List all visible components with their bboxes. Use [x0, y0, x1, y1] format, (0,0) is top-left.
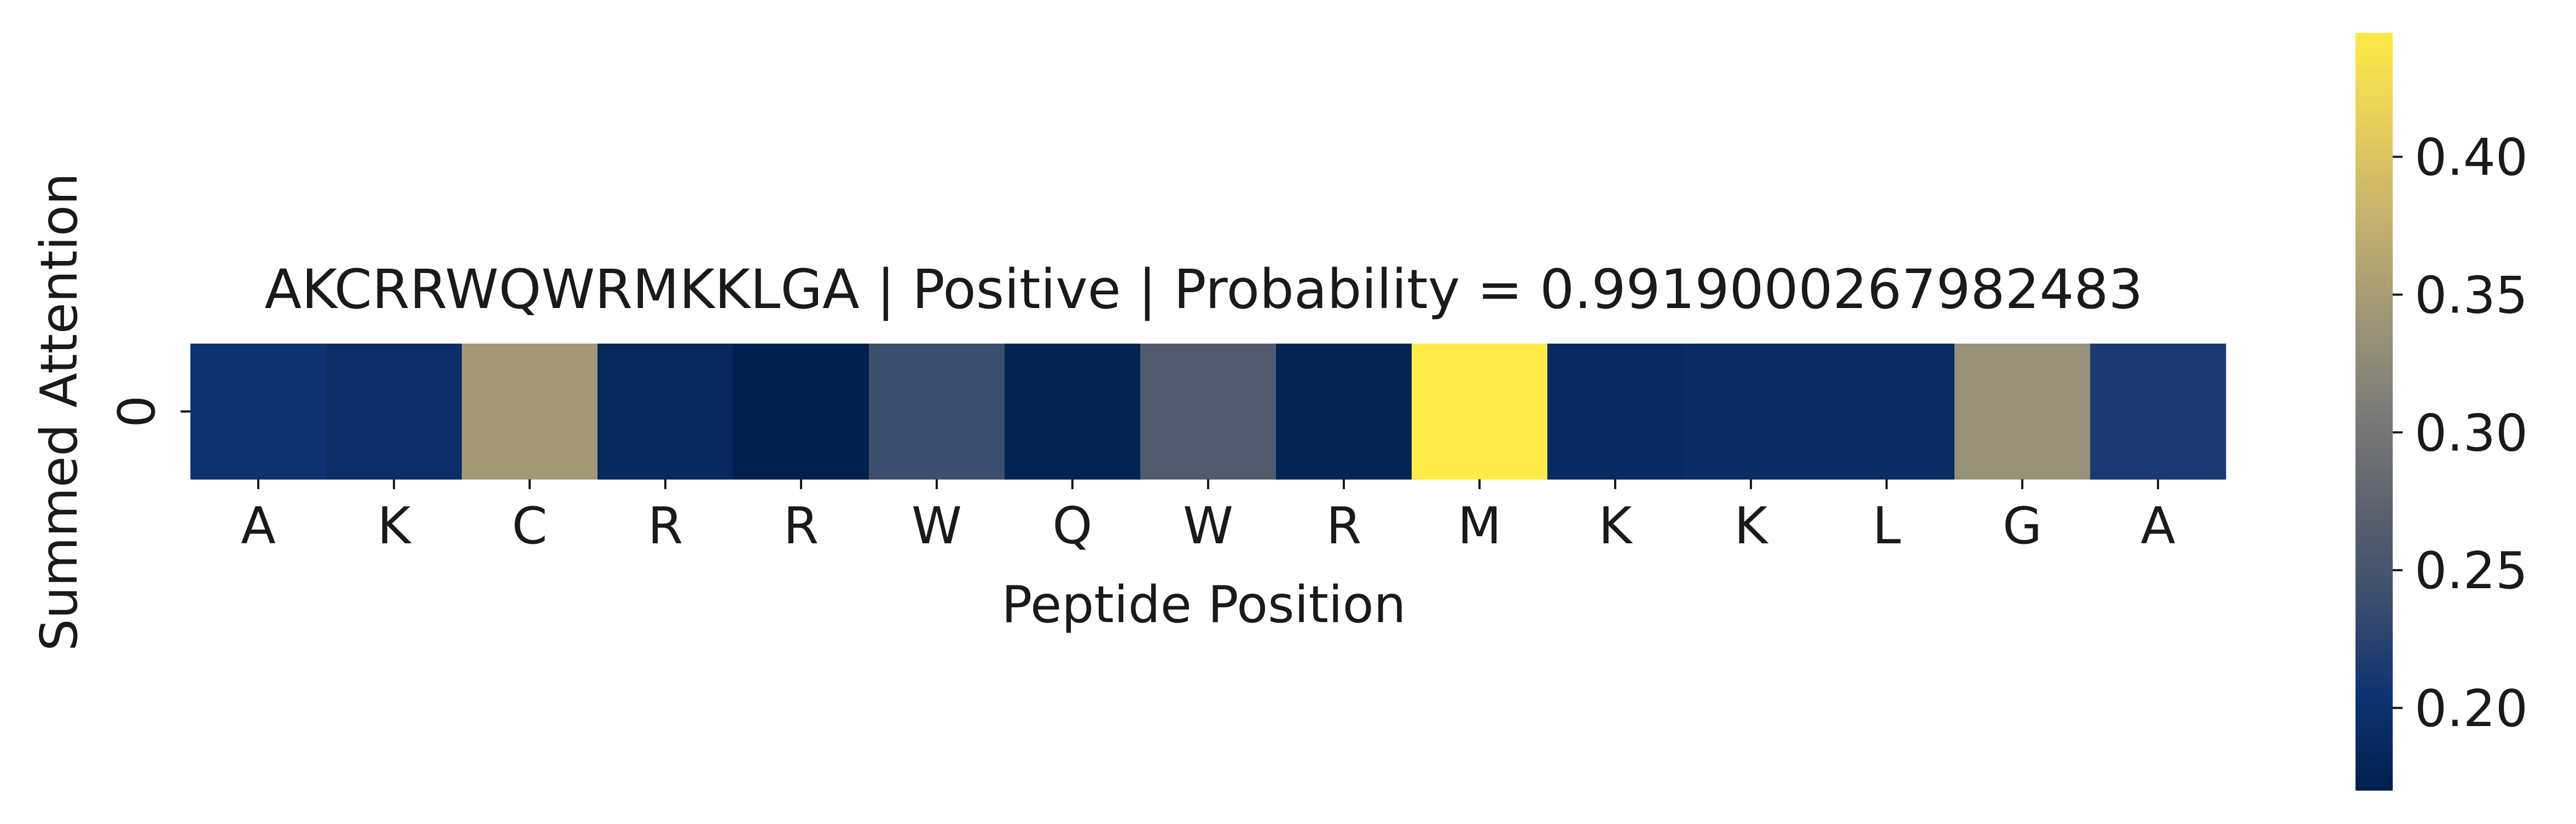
y-axis-ticks: 0: [107, 395, 190, 428]
heatmap-cell: [1683, 344, 1819, 480]
x-tick-label: A: [2140, 496, 2175, 555]
colorbar-tick-label: 0.25: [2415, 541, 2528, 600]
heatmap-cell: [1954, 344, 2091, 480]
x-tick-label: G: [2003, 496, 2042, 555]
heatmap-cell: [1276, 344, 1412, 480]
heatmap-cell: [326, 344, 462, 480]
heatmap-cell: [462, 344, 598, 480]
heatmap-cell: [2090, 344, 2226, 480]
x-tick-label: A: [241, 496, 276, 555]
heatmap-cell: [190, 344, 327, 480]
x-tick-label: K: [378, 496, 412, 555]
x-tick-label: R: [1326, 496, 1362, 555]
x-tick-label: W: [912, 496, 962, 555]
y-tick-label: 0: [107, 395, 166, 427]
colorbar-tick-label: 0.40: [2415, 128, 2528, 187]
chart-title: AKCRRWQWRMKKLGA | Positive | Probability…: [265, 258, 2143, 321]
x-axis-label: Peptide Position: [1001, 575, 1406, 634]
x-tick-label: L: [1872, 496, 1901, 555]
heatmap-cell: [1412, 344, 1548, 480]
heatmap-cell: [869, 344, 1005, 480]
colorbar: [2355, 33, 2393, 791]
colorbar-tick-label: 0.20: [2415, 679, 2528, 738]
colorbar-ticks: 0.20 0.25 0.30 0.35 0.40: [2393, 128, 2528, 738]
heatmap-cell: [733, 344, 869, 480]
x-tick-label: W: [1183, 496, 1233, 555]
y-axis-label: Summed Attention: [30, 173, 89, 651]
x-tick-label: R: [784, 496, 819, 555]
x-tick-label: R: [648, 496, 683, 555]
heatmap-cell: [1547, 344, 1684, 480]
x-tick-label: M: [1458, 496, 1501, 555]
x-tick-label: K: [1734, 496, 1769, 555]
x-tick-label: K: [1599, 496, 1633, 555]
colorbar-tick-label: 0.30: [2415, 403, 2528, 462]
heatmap-cell: [1819, 344, 1955, 480]
heatmap-cells: [190, 344, 2226, 480]
heatmap-cell: [597, 344, 734, 480]
x-tick-label: C: [512, 496, 548, 555]
x-tick-label: Q: [1052, 496, 1092, 555]
colorbar-tick-label: 0.35: [2415, 265, 2528, 324]
heatmap-cell: [1140, 344, 1277, 480]
heatmap-cell: [1005, 344, 1141, 480]
